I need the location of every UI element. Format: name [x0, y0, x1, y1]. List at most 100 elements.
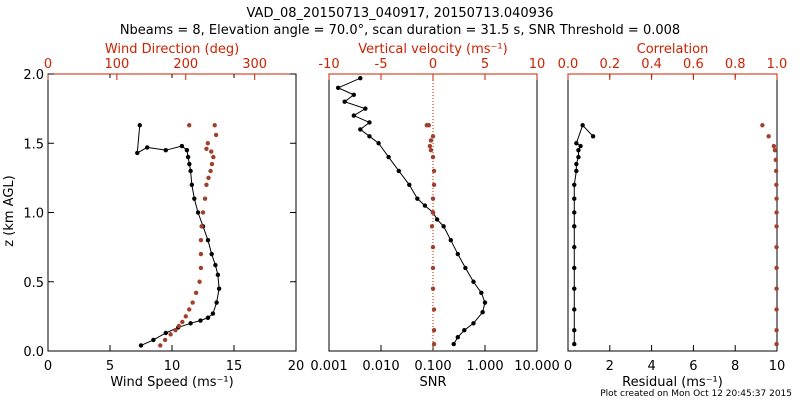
data-point	[774, 244, 779, 250]
data-point	[430, 265, 436, 271]
data-point	[184, 147, 190, 153]
data-point	[427, 143, 433, 149]
y-tick-label: 1.5	[23, 137, 44, 152]
data-point	[771, 143, 777, 149]
top-tick-label: 5	[481, 57, 489, 72]
data-point	[205, 238, 211, 243]
data-point	[431, 328, 437, 333]
data-point	[434, 217, 440, 222]
bottom-tick-label: 4	[647, 359, 655, 374]
series-top-red	[158, 123, 219, 348]
data-point	[192, 196, 197, 201]
data-point	[386, 154, 391, 160]
data-point	[197, 279, 202, 284]
data-point	[188, 168, 193, 174]
data-point	[335, 85, 341, 91]
data-point	[441, 224, 446, 229]
data-point	[574, 141, 579, 146]
data-point	[572, 210, 577, 215]
data-point	[572, 196, 577, 201]
data-point	[576, 147, 581, 153]
data-point	[774, 265, 779, 271]
top-tick-label: 100	[104, 57, 129, 72]
data-point	[180, 319, 185, 325]
data-point	[190, 300, 195, 305]
series-line	[136, 125, 220, 346]
title-line-1: VAD_08_20150713_040917, 20150713.040936	[247, 6, 554, 21]
top-tick-label: 0	[44, 57, 52, 72]
data-point	[204, 146, 209, 151]
data-point	[189, 182, 195, 187]
bottom-tick-label: 10	[769, 359, 786, 374]
series-top-red	[760, 123, 779, 347]
data-point	[198, 318, 203, 323]
top-tick-label: 1.0	[767, 57, 788, 72]
panel-wind: 0 5 10 15 20 Wind Speed (ms⁻¹) 0 100 200 300Wind …	[23, 42, 304, 390]
series-top-red	[424, 123, 437, 347]
top-tick-label: 0.8	[725, 57, 746, 72]
data-point	[462, 328, 467, 333]
data-point	[208, 168, 213, 174]
data-point	[430, 154, 436, 160]
data-point	[213, 262, 218, 268]
data-point	[363, 106, 368, 111]
data-point	[358, 127, 363, 132]
panel-velocity: 0.001 0.010 0.100 1.000 10.000 SNR -10 -5 0 5 10 Ve…	[310, 42, 559, 390]
data-point	[215, 272, 221, 278]
data-point	[200, 210, 206, 215]
bottom-axis-label: SNR	[419, 375, 446, 390]
top-tick-label: 0.6	[683, 57, 704, 72]
data-point	[214, 300, 219, 305]
data-point	[212, 123, 217, 128]
bottom-tick-label: 10	[164, 359, 181, 374]
data-point	[185, 154, 191, 160]
data-point	[183, 314, 188, 319]
data-point	[424, 123, 429, 128]
top-axis-label: Wind Direction (deg)	[105, 42, 239, 57]
data-point	[195, 210, 201, 215]
top-tick-label: -10	[318, 57, 339, 72]
data-point	[162, 337, 168, 343]
bottom-axis-label: Residual (ms⁻¹)	[622, 375, 723, 390]
data-point	[216, 286, 222, 291]
panel-residual: 0 2 4 6 8 10 Residual (ms⁻¹) 0.0 0.2 0.4 0.6 0.8 1.0…	[558, 42, 788, 390]
data-point	[342, 99, 347, 104]
series-line	[336, 77, 486, 345]
bottom-tick-label: 10.000	[514, 359, 560, 374]
data-point	[205, 141, 211, 146]
data-point	[367, 120, 372, 125]
data-point	[211, 154, 216, 160]
series-bottom-black	[135, 123, 222, 348]
data-point	[209, 161, 215, 167]
data-point	[774, 182, 779, 187]
data-point	[455, 251, 461, 257]
data-point	[572, 286, 577, 291]
data-point	[774, 224, 779, 229]
top-tick-label: 0	[429, 57, 437, 72]
plot-frame	[567, 73, 778, 352]
y-axis-label: z (km AGL)	[2, 175, 17, 246]
data-point	[774, 307, 779, 312]
data-point	[572, 307, 577, 312]
data-point	[773, 168, 779, 174]
data-point	[430, 286, 436, 291]
data-point	[204, 182, 209, 187]
series-bottom-black	[572, 123, 596, 347]
data-point	[772, 147, 778, 153]
data-point	[578, 143, 583, 149]
data-point	[431, 307, 437, 312]
data-point	[590, 134, 596, 139]
bottom-tick-label: 1.000	[466, 359, 503, 374]
data-point	[193, 290, 199, 296]
data-point	[358, 75, 363, 81]
data-point	[138, 343, 144, 348]
data-point	[430, 134, 436, 139]
data-point	[179, 143, 185, 149]
data-point	[431, 168, 437, 174]
data-point	[137, 123, 142, 128]
data-point	[430, 196, 436, 201]
data-point	[396, 168, 402, 174]
data-point	[198, 265, 204, 271]
data-point	[430, 210, 436, 215]
bottom-tick-label: 0.010	[362, 359, 399, 374]
